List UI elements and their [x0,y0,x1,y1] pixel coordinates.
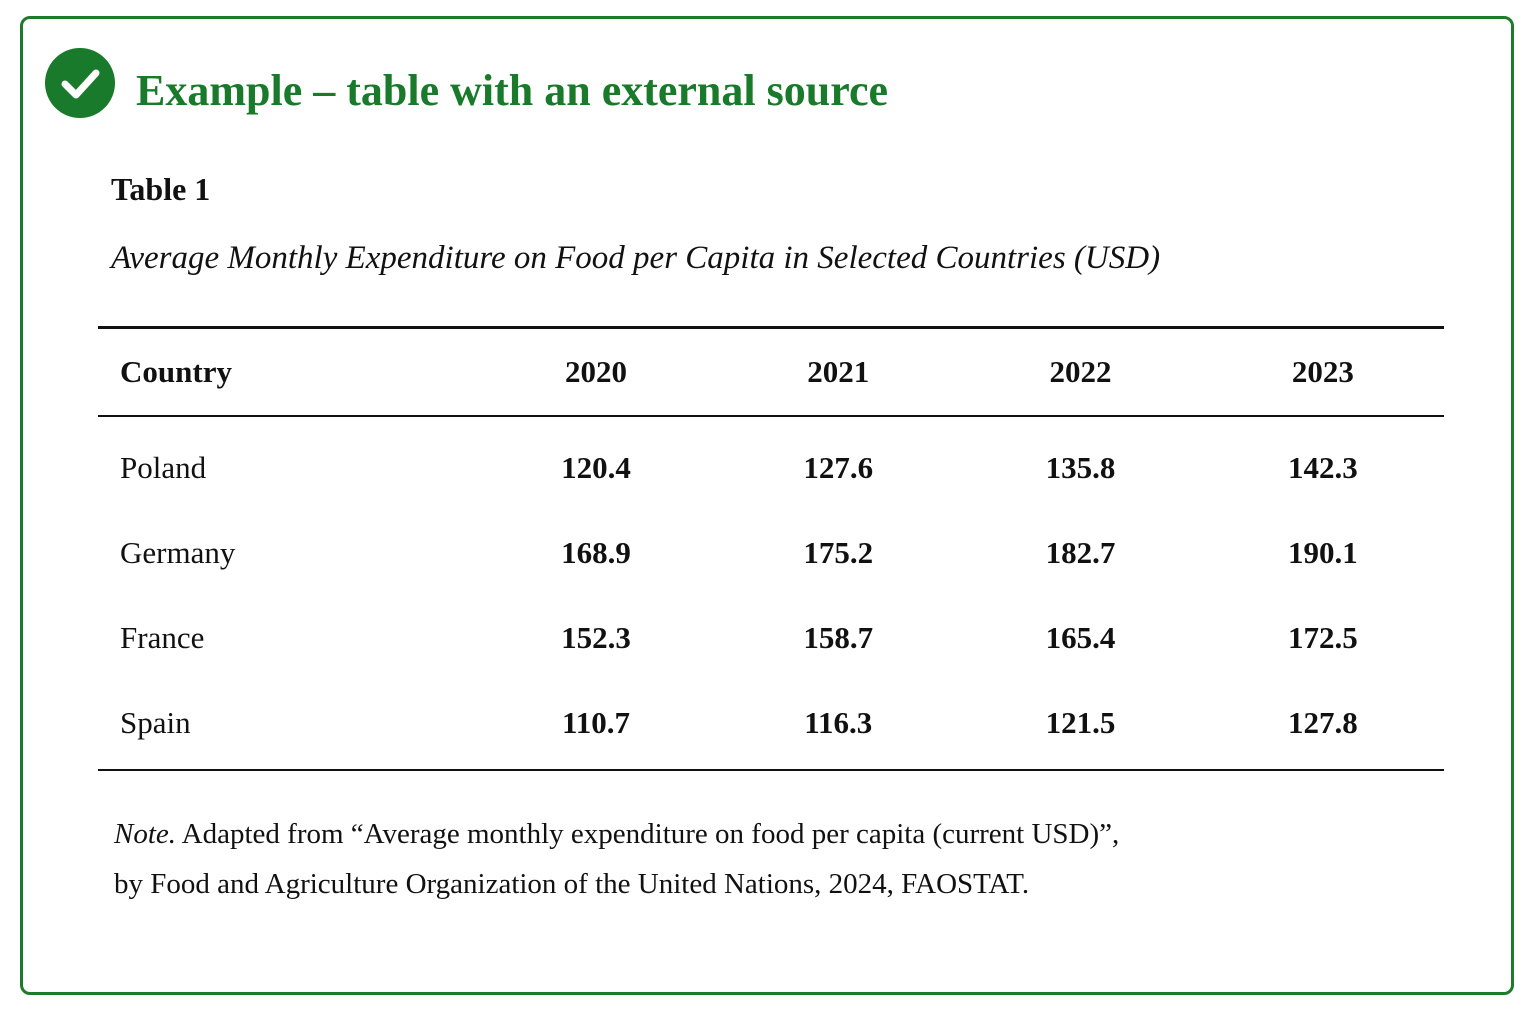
cell-country: Spain [120,704,191,740]
cell-value: 110.7 [561,704,630,740]
page-title: Example – table with an external source [136,66,889,115]
cell-country: Poland [120,449,207,485]
note-text-1: Adapted from “Average monthly expenditur… [176,818,1120,850]
checkmark-icon [61,69,100,99]
table-body: Poland 120.4 127.6 135.8 142.3 Germany 1… [98,416,1444,770]
cell-value: 120.4 [561,449,631,485]
table-header: Country 2020 2021 2022 2023 [98,327,1444,416]
checkmark-circle-icon [45,48,115,118]
cell-value: 172.5 [1287,619,1358,655]
table-row: France 152.3 158.7 165.4 172.5 [98,595,1444,680]
table-row: Spain 110.7 116.3 121.5 127.8 [98,680,1444,770]
cell-value: 142.3 [1287,449,1358,485]
data-table: Country 2020 2021 2022 2023 Poland 120.4… [98,326,1444,771]
header-row: Country 2020 2021 2022 2023 [98,327,1444,416]
example-card: Example – table with an external source … [20,16,1514,995]
table-label: Table 1 [111,171,211,207]
cell-value: 175.2 [803,534,874,570]
note-line-1: Note. Adapted from “Average monthly expe… [114,809,1119,859]
cell-value: 158.7 [803,619,874,655]
note-line-2: by Food and Agriculture Organization of … [114,868,1030,900]
cell-value: 127.6 [803,449,874,485]
cell-country: Germany [120,534,236,570]
column-header-2022: 2022 [1049,354,1112,389]
cell-value: 116.3 [804,704,873,740]
column-header-2021: 2021 [807,354,870,389]
cell-value: 152.3 [561,619,631,655]
table-row: Germany 168.9 175.2 182.7 190.1 [98,510,1444,595]
table-row: Poland 120.4 127.6 135.8 142.3 [98,416,1444,510]
table-title: Average Monthly Expenditure on Food per … [111,240,1161,276]
cell-value: 168.9 [561,534,631,570]
cell-value: 190.1 [1287,534,1358,570]
cell-value: 165.4 [1045,619,1116,655]
cell-value: 127.8 [1287,704,1358,740]
column-header-2023: 2023 [1291,354,1354,389]
column-header-2020: 2020 [564,354,627,389]
column-header-country: Country [120,354,232,389]
cell-value: 121.5 [1045,704,1116,740]
table-note: Note. Adapted from “Average monthly expe… [114,809,1119,909]
cell-value: 135.8 [1045,449,1116,485]
cell-country: France [120,619,205,655]
cell-value: 182.7 [1045,534,1116,570]
note-label: Note. [114,818,177,850]
